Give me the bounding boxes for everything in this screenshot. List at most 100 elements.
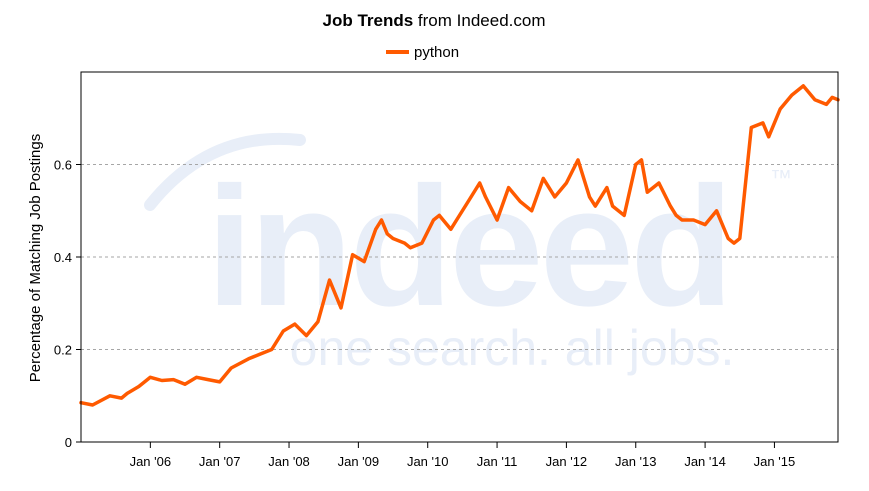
watermark-tm: ™ <box>770 165 792 190</box>
data-point <box>380 218 383 222</box>
data-point <box>466 200 470 203</box>
y-axis-label: Percentage of Matching Job Postings <box>27 134 44 382</box>
data-point <box>767 135 770 138</box>
data-point <box>553 195 557 199</box>
data-point <box>108 394 112 397</box>
data-point <box>692 218 695 222</box>
chart-title-rest: from Indeed.com <box>413 11 545 30</box>
data-point <box>160 379 164 382</box>
data-point <box>91 403 94 407</box>
data-point <box>339 306 343 310</box>
data-point <box>646 191 649 194</box>
x-tick-label: Jan '15 <box>754 454 796 469</box>
data-point <box>484 195 487 199</box>
watermark-logo: indeed <box>206 152 730 342</box>
indeed-watermark: indeed ™ one search. all jobs. <box>144 132 792 376</box>
data-point <box>611 204 614 208</box>
data-point <box>802 84 805 88</box>
data-point <box>432 218 435 222</box>
data-point <box>328 278 331 282</box>
data-point <box>149 376 152 379</box>
data-point <box>391 237 395 240</box>
data-point <box>218 380 221 384</box>
x-tick-label: Jan '11 <box>477 454 518 469</box>
data-point <box>120 396 123 400</box>
data-point <box>495 218 499 222</box>
data-point <box>576 158 580 162</box>
watermark-tagline: one search. all jobs. <box>290 320 735 376</box>
data-point <box>403 241 406 245</box>
data-point <box>750 126 753 129</box>
data-point <box>172 378 175 381</box>
data-point <box>657 181 661 185</box>
data-point <box>605 186 609 189</box>
data-point <box>183 382 187 386</box>
data-point <box>790 93 793 97</box>
x-tick-label: Jan '12 <box>546 454 588 469</box>
x-tick-label: Jan '13 <box>615 454 657 469</box>
data-point <box>727 237 730 240</box>
data-point <box>420 241 424 245</box>
data-point <box>831 96 834 99</box>
y-tick-label: 0.2 <box>54 343 72 358</box>
data-point <box>282 329 285 333</box>
data-point <box>588 195 591 199</box>
x-tick-label: Jan '14 <box>684 454 726 469</box>
data-point <box>293 322 297 326</box>
y-tick-label: 0.4 <box>54 250 72 265</box>
data-point <box>230 366 233 370</box>
legend-label-python: python <box>414 44 459 61</box>
x-tick-label: Jan '10 <box>407 454 449 469</box>
plot-frame <box>80 71 839 443</box>
gridlines <box>81 164 838 350</box>
x-tick-label: Jan '07 <box>199 454 241 469</box>
data-point <box>374 228 377 231</box>
chart-title: Job Trends from Indeed.com <box>323 11 546 30</box>
data-point <box>126 392 129 395</box>
data-point <box>386 232 389 236</box>
x-tick-label: Jan '09 <box>338 454 380 469</box>
data-point <box>137 385 140 388</box>
data-point <box>530 209 533 212</box>
x-tick-label: Jan '06 <box>130 454 172 469</box>
data-point <box>640 158 643 162</box>
data-point <box>270 348 273 351</box>
y-tick-label: 0.6 <box>54 158 72 173</box>
y-tick-label: 0 <box>65 435 72 450</box>
data-point <box>478 181 481 185</box>
data-point <box>732 241 736 245</box>
watermark-swoosh <box>144 132 306 211</box>
data-point <box>195 376 198 379</box>
data-point <box>634 163 637 166</box>
data-point <box>455 218 458 222</box>
legend[interactable]: python <box>386 44 459 61</box>
axes: 0 0.2 0.4 0.6 Jan '06 Jan '07 Jan '08 Jan '09 Ja… <box>54 71 839 469</box>
data-point <box>362 260 366 263</box>
data-point <box>316 320 320 323</box>
chart-title-bold: Job Trends <box>323 11 414 30</box>
data-point <box>779 107 782 111</box>
data-point <box>674 214 678 217</box>
data-point <box>247 357 250 360</box>
data-point <box>761 121 765 125</box>
data-point <box>565 181 568 185</box>
data-point <box>351 253 354 256</box>
x-tick-label: Jan '08 <box>268 454 310 469</box>
data-point <box>206 378 210 381</box>
data-point <box>703 223 707 226</box>
data-point <box>438 214 441 217</box>
data-point <box>680 218 684 222</box>
data-point <box>594 204 597 208</box>
data-point <box>622 214 626 217</box>
data-point <box>715 209 718 212</box>
data-point <box>738 237 741 240</box>
data-point <box>518 200 522 203</box>
data-point <box>409 246 412 249</box>
series-layer <box>79 84 840 407</box>
data-point <box>813 98 817 101</box>
data-point <box>542 177 545 180</box>
data-point <box>825 103 828 106</box>
data-point <box>669 204 672 208</box>
data-point <box>507 186 510 189</box>
